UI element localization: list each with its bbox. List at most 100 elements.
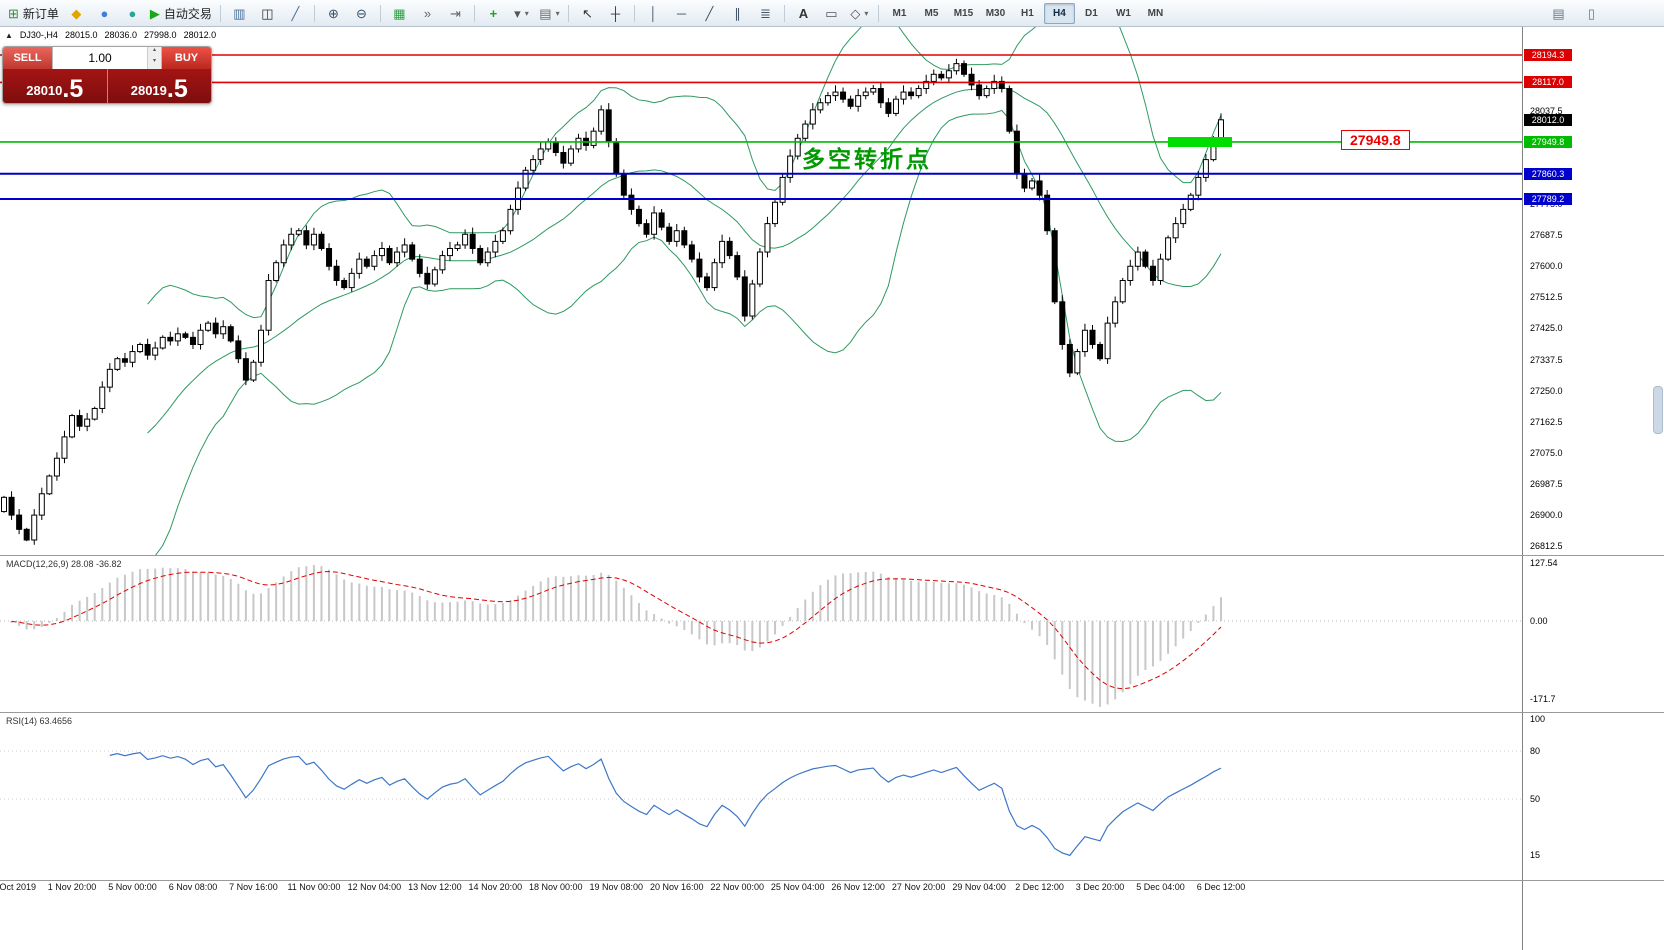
volume-spin: ▴ ▾ [147,47,161,69]
volume-value[interactable]: 1.00 [88,51,112,65]
line-chart-icon: ╱ [291,5,300,21]
price-axis-tick: 26812.5 [1530,541,1563,552]
horizontal-line-button[interactable]: ─ [668,3,695,24]
docking-icon: ▯ [1587,5,1596,21]
price-axis[interactable]: 28037.527775.027687.527600.027512.527425… [1522,27,1664,950]
templates-icon: ▤ [539,5,552,21]
cursor-button[interactable]: ↖ [574,3,601,24]
time-axis[interactable]: 31 Oct 2019 1 Nov 20:00 5 Nov 00:00 6 Nov 0… [0,882,1522,897]
price-level-badge: 27949.8 [1524,135,1572,148]
favorites-icon: ◆ [71,5,82,21]
macd-histogram [10,565,1222,707]
tile-windows-button[interactable]: ▦ [386,3,413,24]
price-axis-tick: 26987.5 [1530,479,1563,489]
sell-price[interactable]: 28010.5 [3,69,107,103]
bar-chart-button[interactable]: ▥ [226,3,253,24]
price-callout-label[interactable]: 27949.8 [1341,129,1410,150]
crosshair-button[interactable]: ┼ [602,3,629,24]
oneclick-toggle-icon[interactable]: ▲ [5,30,13,40]
support-icon: ● [128,5,137,21]
rsi-axis-tick: 50 [1530,794,1541,804]
time-axis-label: 26 Nov 12:00 [831,882,885,892]
timeframe-m1[interactable]: M1 [892,7,907,19]
time-axis-label: 11 Nov 00:00 [287,882,341,892]
price-axis-tick: 27425.0 [1530,323,1563,334]
indicators-button[interactable]: + [480,3,507,24]
rsi-axis-tick: 100 [1530,714,1546,724]
price-chart[interactable] [0,27,1522,555]
time-axis-label: 31 Oct 2019 [0,882,37,892]
zoom-in-button[interactable]: ⊕ [320,3,347,24]
timeframe-w1[interactable]: W1 [1115,7,1131,19]
zoom-out-icon: ⊖ [355,5,367,21]
fibonacci-button[interactable]: ≣ [752,3,779,24]
price-axis-tick: 27162.5 [1530,416,1563,427]
candlestick-chart-button[interactable]: ◫ [254,3,281,24]
price-axis-tick: 27687.5 [1530,230,1563,241]
text-label-button[interactable]: ▭ [818,3,845,24]
vertical-line-button[interactable]: │ [640,3,667,24]
periods-button[interactable]: ▾ ▾ [508,3,535,24]
panel-separator[interactable] [0,712,1664,713]
timeframe-h4[interactable]: H4 [1043,2,1075,24]
buy-button[interactable]: BUY [162,47,211,69]
macd-axis-tick: 127.54 [1530,558,1558,568]
highlight-bar[interactable] [1168,136,1232,147]
volume-stepper[interactable]: 1.00 ▴ ▾ [52,47,162,69]
fibonacci-icon: ≣ [759,5,771,21]
favorites-icon[interactable]: ◆ [63,3,90,24]
timeframe-m15[interactable]: M15 [953,7,974,19]
shapes-button[interactable]: ◇ ▾ [846,3,873,24]
annotation-text[interactable]: 多空转折点 [802,146,932,172]
price-level-badge: 27789.2 [1524,193,1572,205]
vertical-scrollbar-thumb[interactable] [1653,386,1663,434]
price-level-badge: 28194.3 [1524,48,1572,61]
timeframe-m30[interactable]: M30 [985,7,1006,19]
text-button[interactable]: A [790,3,817,24]
time-axis-label: 14 Nov 20:00 [468,882,523,892]
timeframe-mn[interactable]: MN [1147,7,1164,19]
zoom-out-button[interactable]: ⊖ [348,3,375,24]
new-order-icon: ⊞ [8,5,19,21]
timeframe-m5[interactable]: M5 [924,7,939,19]
timeframe-d1[interactable]: D1 [1085,7,1098,19]
time-axis-label: 2 Dec 12:00 [1015,882,1064,892]
shapes-icon: ◇ [850,5,861,21]
time-axis-label: 6 Dec 12:00 [1196,882,1246,892]
community-icon[interactable]: ● [91,3,118,24]
price-axis-tick: 27250.0 [1530,385,1563,396]
time-axis-label: 6 Nov 08:00 [168,882,218,892]
panel-separator[interactable] [0,555,1664,556]
auto-trading-button[interactable]: ▶ 自动交易 [147,3,215,24]
support-icon[interactable]: ● [119,3,146,24]
current-price-badge: 28012.0 [1524,113,1572,126]
panel-separator[interactable] [0,880,1664,881]
volume-down-button[interactable]: ▾ [148,58,161,69]
volume-up-button[interactable]: ▴ [148,47,161,58]
time-axis-label: 29 Nov 04:00 [952,882,1006,892]
candles-group [1,58,1224,545]
toolbar-separator [379,4,381,22]
main-toolbar: ⊞ 新订单 ◆ ● ● ▶ 自动交易 ▥ ◫ ╱ ⊕ ⊖ ▦» ⇥ + ▾ ▾ ▤ ▾ ↖ ┼ │ ─ ╱ ∥ ≣ A ▭ ◇ ▾ M1 M5… [0,0,1664,27]
toolbar-separator [783,4,785,22]
time-axis-label: 20 Nov 16:00 [649,882,704,892]
trendline-button[interactable]: ╱ [696,3,723,24]
channel-button[interactable]: ∥ [724,3,751,24]
sell-button[interactable]: SELL [3,47,52,69]
community-icon: ● [100,5,109,21]
buy-price[interactable]: 28019.5 [106,69,212,103]
docking-button[interactable]: ▯ [1578,3,1605,24]
macd-panel-chart[interactable] [0,556,1522,712]
chart-shift-button[interactable]: ⇥ [442,3,469,24]
auto-scroll-button[interactable]: » [414,3,441,24]
chart-shift-icon: ⇥ [449,5,461,21]
crosshair-icon: ┼ [610,5,621,21]
rsi-panel-chart[interactable] [0,713,1522,880]
new-order-button[interactable]: ⊞ 新订单 [5,3,62,24]
timeframe-h1[interactable]: H1 [1021,7,1034,19]
zoom-in-icon: ⊕ [327,5,339,21]
line-chart-button[interactable]: ╱ [282,3,309,24]
window-list-button[interactable]: ▤ [1545,3,1572,24]
time-axis-label: 5 Dec 04:00 [1136,882,1185,892]
templates-button[interactable]: ▤ ▾ [536,3,563,24]
